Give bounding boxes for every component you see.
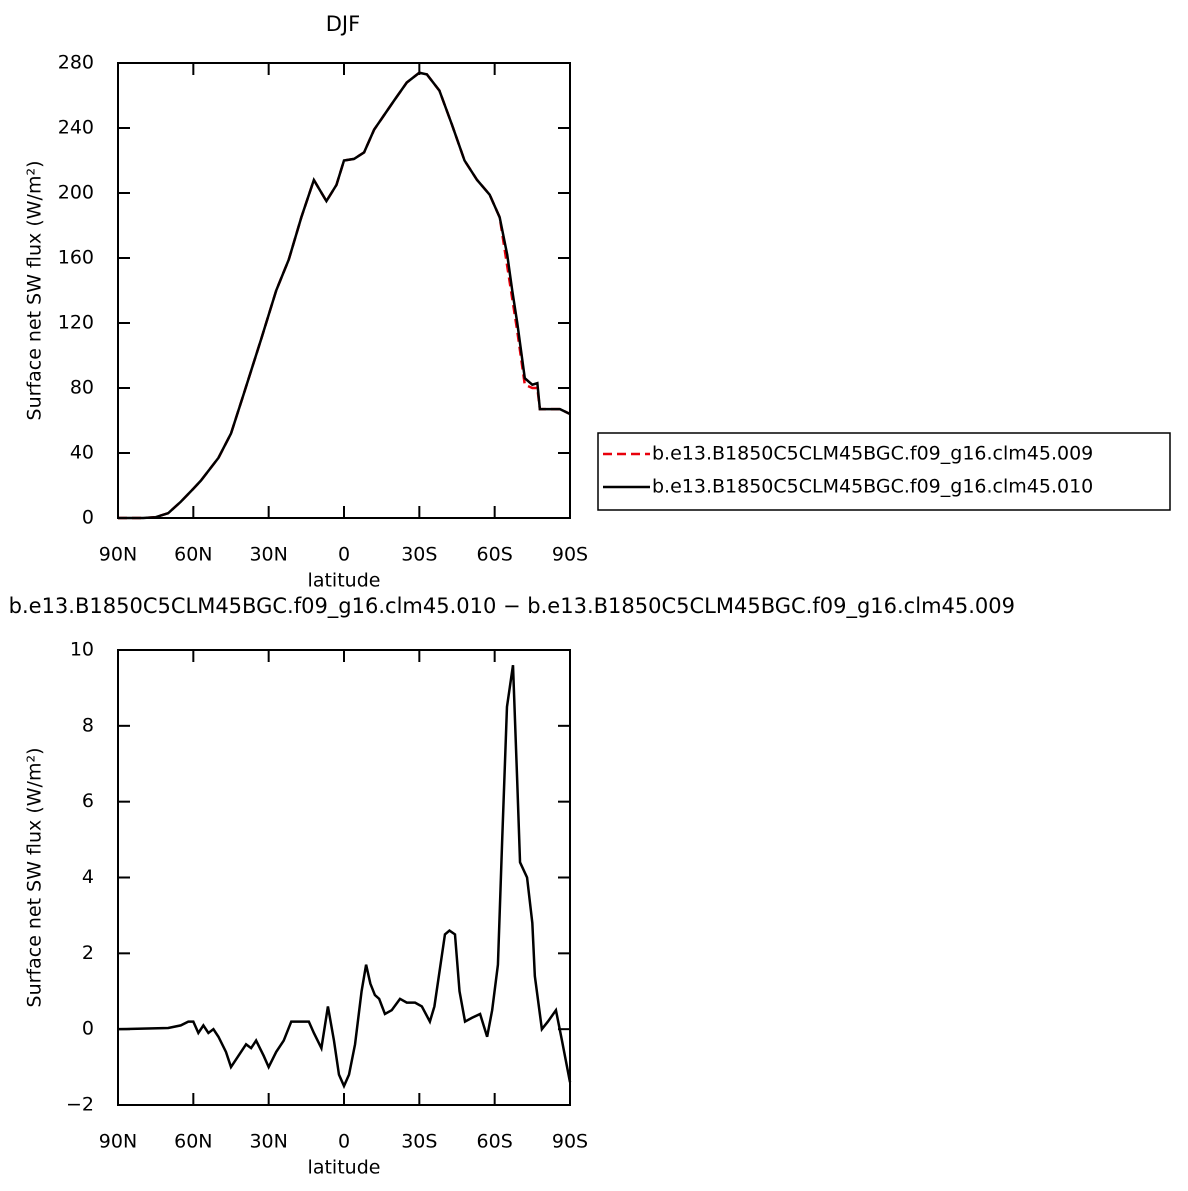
x-axis-label: latitude xyxy=(308,570,381,592)
x-tick-label: 60S xyxy=(477,544,513,566)
legend-label: b.e13.B1850C5CLM45BGC.f09_g16.clm45.009 xyxy=(652,443,1093,465)
legend-label: b.e13.B1850C5CLM45BGC.f09_g16.clm45.010 xyxy=(652,476,1093,498)
plot-frame xyxy=(117,62,571,519)
y-tick-label: 0 xyxy=(82,507,94,529)
x-tick-label: 30S xyxy=(401,544,437,566)
x-tick-label: 30S xyxy=(401,1131,437,1153)
y-tick-label: 120 xyxy=(58,312,94,334)
y-axis-label: Surface net SW flux (W/m²) xyxy=(24,748,46,1008)
legend-box xyxy=(597,432,1171,511)
x-tick-label: 60N xyxy=(174,1131,212,1153)
data-line xyxy=(118,71,571,520)
y-tick-label: 160 xyxy=(58,247,94,269)
x-axis-label: latitude xyxy=(308,1157,381,1179)
y-tick-label: 6 xyxy=(82,790,94,812)
y-tick-label: 2 xyxy=(82,942,94,964)
x-tick-label: 90N xyxy=(99,544,137,566)
y-tick-label: 240 xyxy=(58,117,94,139)
y-tick-label: 10 xyxy=(70,639,94,661)
y-axis-label: Surface net SW flux (W/m²) xyxy=(24,161,46,421)
chart-title: DJF xyxy=(326,12,360,36)
y-tick-label: 40 xyxy=(70,442,94,464)
x-tick-label: 90S xyxy=(552,544,588,566)
x-tick-label: 60S xyxy=(477,1131,513,1153)
data-line xyxy=(117,664,572,1090)
x-tick-label: 0 xyxy=(338,544,350,566)
x-tick-label: 30N xyxy=(249,1131,287,1153)
x-tick-label: 0 xyxy=(338,1131,350,1153)
x-tick-label: 90S xyxy=(552,1131,588,1153)
y-tick-label: 200 xyxy=(58,182,94,204)
chart-title: b.e13.B1850C5CLM45BGC.f09_g16.clm45.010 … xyxy=(9,594,1015,619)
plot-frame xyxy=(117,649,571,1106)
y-tick-label: −2 xyxy=(66,1094,94,1116)
x-tick-label: 90N xyxy=(99,1131,137,1153)
y-tick-label: 0 xyxy=(82,1018,94,1040)
y-tick-label: 80 xyxy=(70,377,94,399)
y-tick-label: 8 xyxy=(82,714,94,736)
y-tick-label: 4 xyxy=(82,866,94,888)
x-tick-label: 30N xyxy=(249,544,287,566)
y-tick-label: 280 xyxy=(58,52,94,74)
x-tick-label: 60N xyxy=(174,544,212,566)
data-line xyxy=(118,71,571,520)
